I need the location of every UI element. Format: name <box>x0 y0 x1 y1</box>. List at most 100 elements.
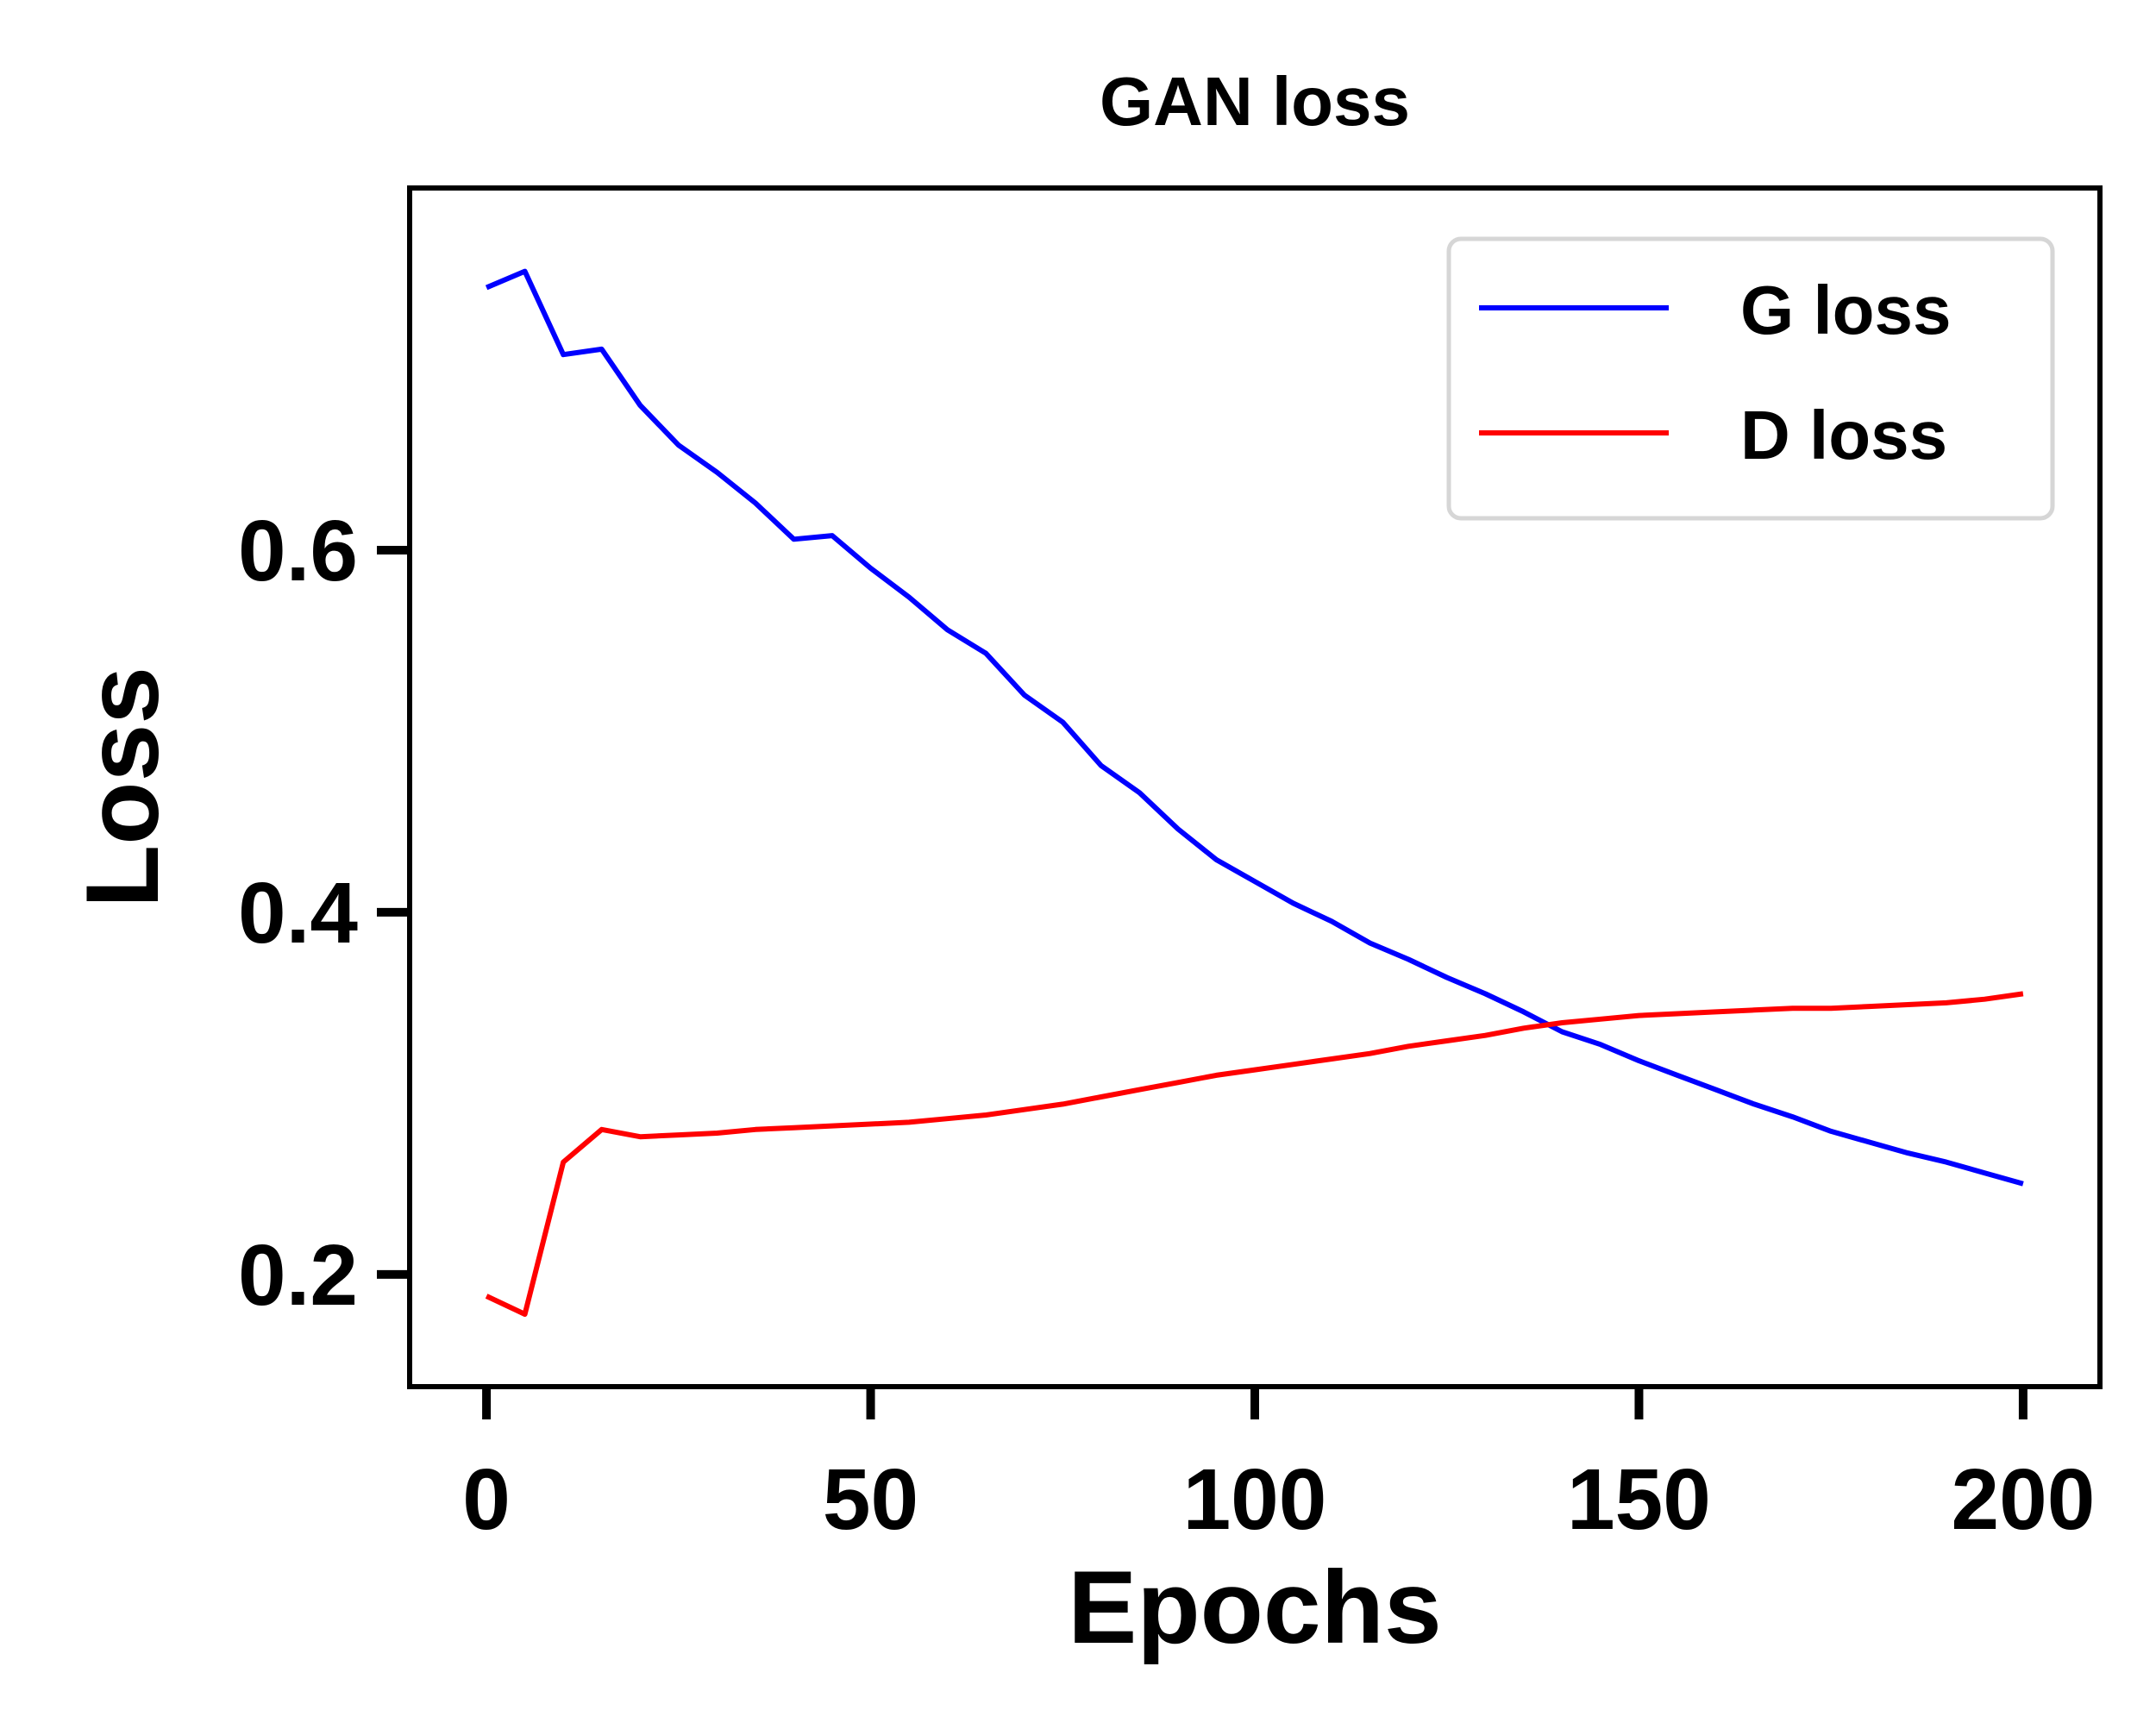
data-point-d-loss <box>1214 1073 1219 1078</box>
data-point-g-loss <box>1598 1042 1603 1047</box>
data-point-g-loss <box>1406 957 1411 962</box>
data-point-g-loss <box>1329 918 1334 924</box>
data-point-g-loss <box>561 352 566 357</box>
data-point-d-loss <box>1905 1002 1910 1007</box>
data-point-g-loss <box>1905 1150 1910 1156</box>
data-point-d-loss <box>1137 1087 1142 1093</box>
data-point-d-loss <box>906 1119 912 1124</box>
data-point-g-loss <box>753 500 758 505</box>
series-line-g-loss <box>485 268 2024 1187</box>
data-point-g-loss <box>1137 790 1142 795</box>
data-point-d-loss <box>1022 1107 1027 1112</box>
data-point-d-loss <box>1982 997 1987 1002</box>
data-point-g-loss <box>1637 1058 1642 1063</box>
y-axis-label: Loss <box>65 667 180 908</box>
data-point-g-loss <box>2021 1181 2026 1187</box>
y-tick-label: 0.6 <box>238 503 358 599</box>
data-point-d-loss <box>523 1312 528 1317</box>
data-point-g-loss <box>830 533 835 538</box>
data-point-g-loss <box>1022 692 1027 698</box>
data-point-d-loss <box>1406 1043 1411 1049</box>
data-point-d-loss <box>868 1122 874 1127</box>
data-point-d-loss <box>1944 1000 1949 1005</box>
data-point-g-loss <box>868 566 874 571</box>
data-point-g-loss <box>1714 1087 1719 1093</box>
data-point-d-loss <box>1368 1051 1373 1056</box>
data-point-d-loss <box>637 1134 642 1139</box>
data-point-g-loss <box>1252 879 1257 884</box>
x-axis-label: Epochs <box>1068 1550 1441 1665</box>
data-point-d-loss <box>1790 1005 1796 1011</box>
data-point-g-loss <box>1790 1114 1796 1119</box>
data-point-d-loss <box>1060 1101 1065 1106</box>
data-point-d-loss <box>561 1160 566 1165</box>
data-point-d-loss <box>714 1131 719 1136</box>
x-tick-label: 200 <box>1951 1451 2095 1548</box>
data-point-g-loss <box>1828 1129 1833 1134</box>
data-point-g-loss <box>1175 826 1181 831</box>
data-point-g-loss <box>792 536 797 542</box>
plot-lines <box>484 268 2026 1317</box>
data-point-d-loss <box>753 1127 758 1132</box>
x-tick-label: 50 <box>823 1451 918 1548</box>
data-point-d-loss <box>1099 1094 1104 1099</box>
data-point-d-loss <box>830 1124 835 1129</box>
x-tick-label: 150 <box>1567 1451 1711 1548</box>
x-tick-label: 0 <box>462 1451 511 1548</box>
data-point-g-loss <box>523 269 528 274</box>
data-point-g-loss <box>1675 1073 1680 1078</box>
data-point-g-loss <box>1559 1030 1564 1035</box>
x-tick-label: 100 <box>1183 1451 1327 1548</box>
data-point-d-loss <box>945 1116 950 1121</box>
data-point-d-loss <box>1559 1020 1564 1025</box>
data-point-g-loss <box>983 651 988 656</box>
data-point-d-loss <box>1598 1017 1603 1022</box>
y-axis-ticks: 0.2 0.4 0.6 <box>238 503 410 1324</box>
data-point-g-loss <box>637 403 642 408</box>
data-point-g-loss <box>484 285 489 291</box>
legend-label-g-loss: G loss <box>1740 272 1952 348</box>
legend-label-d-loss: D loss <box>1740 397 1947 473</box>
data-point-d-loss <box>983 1112 988 1118</box>
data-point-d-loss <box>792 1125 797 1131</box>
data-point-g-loss <box>1445 975 1450 980</box>
data-point-g-loss <box>1099 763 1104 768</box>
data-point-d-loss <box>1637 1013 1642 1018</box>
chart-title: GAN loss <box>1100 63 1410 140</box>
data-point-g-loss <box>599 347 605 352</box>
data-point-g-loss <box>906 595 912 600</box>
data-point-d-loss <box>1175 1080 1181 1085</box>
data-point-d-loss <box>2021 991 2026 996</box>
data-point-d-loss <box>1482 1033 1488 1038</box>
series-line-d-loss <box>485 991 2024 1317</box>
data-point-g-loss <box>1214 857 1219 862</box>
data-point-d-loss <box>676 1132 681 1137</box>
data-point-g-loss <box>1521 1009 1526 1014</box>
data-point-g-loss <box>945 627 950 632</box>
data-point-d-loss <box>1828 1005 1833 1011</box>
data-point-g-loss <box>1368 941 1373 946</box>
data-point-d-loss <box>1752 1007 1757 1012</box>
data-point-d-loss <box>1291 1062 1296 1067</box>
y-tick-label: 0.4 <box>238 865 358 962</box>
data-point-g-loss <box>1752 1101 1757 1106</box>
data-point-d-loss <box>1714 1009 1719 1014</box>
data-point-d-loss <box>1867 1004 1872 1009</box>
data-point-d-loss <box>1445 1038 1450 1043</box>
x-axis-ticks: 0 50 100 150 200 <box>462 1387 2095 1548</box>
y-tick-label: 0.2 <box>238 1227 358 1324</box>
data-point-d-loss <box>484 1294 489 1299</box>
legend: G loss D loss <box>1446 236 2055 521</box>
data-point-g-loss <box>714 470 719 475</box>
data-point-g-loss <box>676 442 681 448</box>
data-point-d-loss <box>1521 1025 1526 1031</box>
data-point-g-loss <box>1291 900 1296 905</box>
data-point-d-loss <box>1329 1056 1334 1062</box>
data-point-g-loss <box>1060 719 1065 724</box>
data-point-g-loss <box>1482 991 1488 996</box>
data-point-d-loss <box>1252 1068 1257 1073</box>
data-point-g-loss <box>1944 1160 1949 1165</box>
data-point-g-loss <box>1867 1140 1872 1145</box>
